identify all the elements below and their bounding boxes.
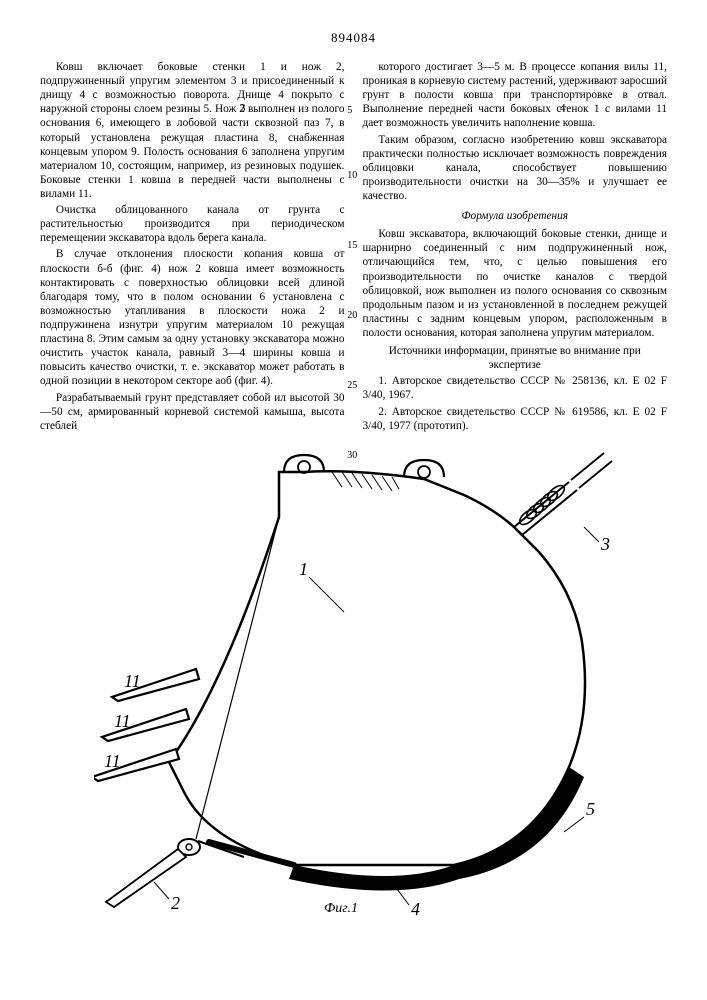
paragraph: которого достигает 3—5 м. В процессе коп… <box>363 60 668 131</box>
callout-3: 3 <box>600 534 610 554</box>
line-number: 20 <box>347 310 357 323</box>
formula-title: Формула изобретения <box>363 209 668 223</box>
right-column: которого достигает 3—5 м. В процессе коп… <box>363 60 668 435</box>
source-ref: 1. Авторское свидетельство СССР № 258136… <box>363 374 668 402</box>
mount-hook-left <box>284 455 324 472</box>
rubber-layer <box>289 767 584 891</box>
line-number: 15 <box>347 240 357 253</box>
patent-number: 894084 <box>40 30 667 46</box>
paragraph: Таким образом, согласно изобретению ковш… <box>363 133 668 204</box>
text-columns: 5 10 15 20 25 30 Ковш включает боковые с… <box>40 60 667 435</box>
patent-page: 894084 3 4 5 10 15 20 25 30 Ковш включае… <box>0 0 707 947</box>
bottom-thick <box>209 842 294 865</box>
callout-11b: 11 <box>114 711 131 731</box>
callout-1: 1 <box>299 559 308 579</box>
callout-2: 2 <box>171 893 180 913</box>
paragraph: Очистка облицованного канала от грунта с… <box>40 203 345 245</box>
source-ref: 2. Авторское свидетельство СССР № 619586… <box>363 405 668 433</box>
mount-hook-right <box>404 460 444 477</box>
paragraph: Разрабатываемый грунт представляет собой… <box>40 391 345 433</box>
callout-4: 4 <box>411 899 420 917</box>
line-number: 5 <box>347 105 352 118</box>
bucket-diagram: 1 3 5 4 2 11 11 11 Фиг.1 <box>94 447 614 917</box>
claim: Ковш экскаватора, включающий боковые сте… <box>363 227 668 340</box>
inner-edge <box>196 517 279 839</box>
line-number: 30 <box>347 450 357 463</box>
line-number: 25 <box>347 380 357 393</box>
callout-11a: 11 <box>124 671 141 691</box>
paragraph: Ковш включает боковые стенки 1 и нож 2, … <box>40 60 345 201</box>
callout-5: 5 <box>586 799 595 819</box>
line-number: 10 <box>347 170 357 183</box>
spring-assembly <box>514 453 612 535</box>
callout-11c: 11 <box>104 751 121 771</box>
figure-label: Фиг.1 <box>324 901 358 916</box>
figure-1: 1 3 5 4 2 11 11 11 Фиг.1 <box>40 447 667 917</box>
mount-hole-right <box>418 466 430 478</box>
bucket-outline <box>169 471 585 865</box>
left-column: Ковш включает боковые стенки 1 и нож 2, … <box>40 60 345 435</box>
sources-title: Источники информации, принятые во вниман… <box>363 344 668 372</box>
paragraph: В случае отклонения плоскости копания ко… <box>40 247 345 388</box>
